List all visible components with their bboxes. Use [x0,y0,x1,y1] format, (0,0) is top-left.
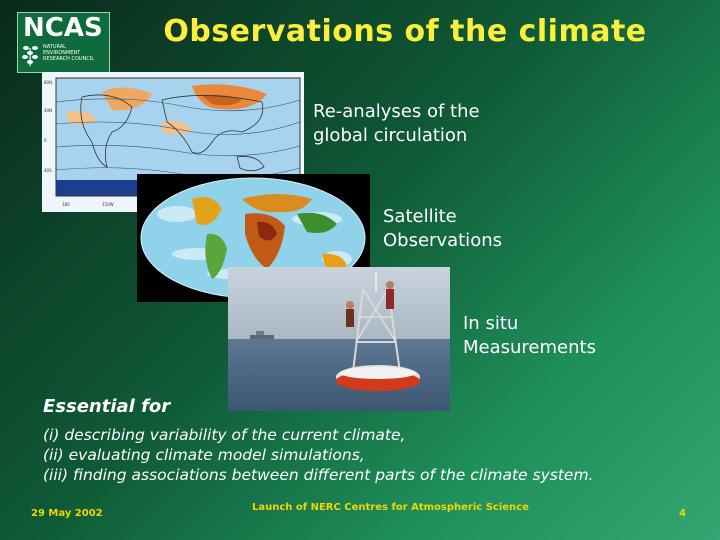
footer-date: 29 May 2002 [31,508,103,519]
leaf-icon [22,46,38,66]
logo-subtext: NATURAL ENVIRONMENT RESEARCH COUNCIL [43,44,95,62]
svg-text:80N: 80N [44,80,52,85]
reanalyses-label: Re-analyses of the global circulation [313,101,480,146]
svg-text:40N: 40N [44,108,52,113]
page-number: 4 [679,508,686,519]
footer-event: Launch of NERC Centres for Atmospheric S… [252,502,529,513]
in-situ-label: In situ Measurements [463,313,596,358]
svg-text:150W: 150W [102,202,114,207]
svg-text:180: 180 [62,202,70,207]
bullet-item: (iii) finding associations between diffe… [43,466,594,484]
ncas-logo: NCAS NATURAL ENVIRONMENT RESEARCH COUNCI… [17,12,110,73]
logo-text: NCAS [23,13,103,43]
bullet-item: (i) describing variability of the curren… [43,426,406,444]
bullet-list: (i) describing variability of the curren… [43,425,593,485]
essential-heading: Essential for [43,396,171,417]
svg-text:0: 0 [44,138,47,143]
satellite-label: Satellite Observations [383,206,502,251]
bullet-item: (ii) evaluating climate model simulation… [43,446,365,464]
slide-title: Observations of the climate [163,14,647,49]
ocean-buoy-image [228,267,450,411]
svg-text:40S: 40S [44,168,52,173]
